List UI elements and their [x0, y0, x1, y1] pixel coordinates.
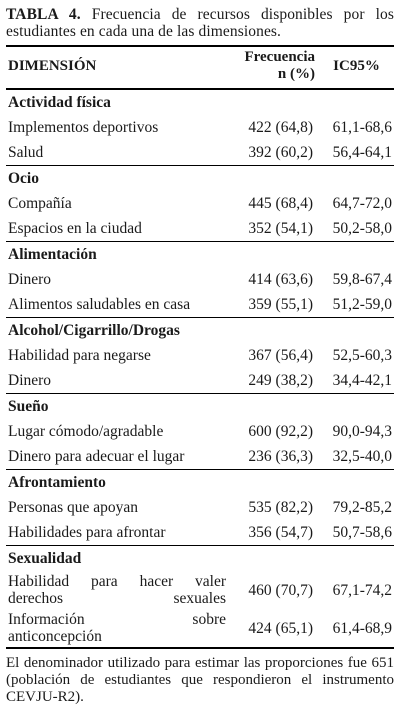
table-footnote: El denominador utilizado para estimar la…	[6, 655, 394, 705]
row-label: Información sobre anticoncepción	[6, 609, 226, 649]
row-ci: 59,8-67,4	[332, 271, 392, 288]
section-title: Sueño	[6, 393, 394, 419]
row-frequency: 359 (55,1)	[248, 296, 313, 313]
row-label: Dinero para adecuar el lugar	[8, 448, 185, 465]
table-row: Dinero 414 (63,6) 59,8-67,4	[6, 267, 394, 292]
row-label-line1: Información sobre	[8, 611, 226, 628]
section-row: Alimentación	[6, 241, 394, 267]
row-label: Salud	[8, 144, 44, 161]
caption-text: Frecuencia de recursos disponibles por l…	[6, 6, 394, 40]
section-row: Alcohol/Cigarrillo/Drogas	[6, 317, 394, 343]
row-ci: 32,5-40,0	[332, 448, 392, 465]
row-ci: 67,1-74,2	[332, 581, 392, 599]
row-frequency: 236 (36,3)	[248, 448, 313, 465]
row-frequency: 352 (54,1)	[248, 220, 313, 237]
row-ci: 51,2-59,0	[332, 296, 392, 313]
table-row: Alimentos saludables en casa 359 (55,1) …	[6, 292, 394, 318]
row-label: Alimentos saludables en casa	[8, 296, 191, 313]
header-row: DIMENSIÓN Frecuencia n (%) IC95%	[6, 45, 394, 90]
table-row: Salud 392 (60,2) 56,4-64,1	[6, 140, 394, 166]
section-title: Alcohol/Cigarrillo/Drogas	[6, 317, 394, 343]
row-label: Implementos deportivos	[8, 119, 159, 136]
section-row: Afrontamiento	[6, 469, 394, 495]
row-label-line1: Habilidad para hacer valer	[8, 573, 226, 590]
row-frequency: 422 (64,8)	[248, 119, 313, 136]
row-frequency: 460 (70,7)	[248, 581, 313, 599]
table-row: Dinero para adecuar el lugar 236 (36,3) …	[6, 444, 394, 470]
header-frequency-line1: Frecuencia	[244, 49, 315, 65]
row-label: Habilidad para negarse	[8, 347, 151, 364]
row-frequency: 424 (65,1)	[226, 609, 319, 649]
row-label-line2: anticoncepción	[8, 628, 102, 645]
section-row: Ocio	[6, 165, 394, 191]
section-title: Afrontamiento	[6, 469, 394, 495]
row-frequency: 445 (68,4)	[248, 195, 313, 212]
caption-label: TABLA 4.	[6, 6, 81, 23]
row-frequency: 414 (63,6)	[248, 271, 313, 288]
section-title: Alimentación	[6, 241, 394, 267]
section-row: Actividad física	[6, 89, 394, 115]
section-row: Sueño	[6, 393, 394, 419]
table-row: Personas que apoyan 535 (82,2) 79,2-85,2	[6, 495, 394, 520]
resources-table: DIMENSIÓN Frecuencia n (%) IC95% Activid…	[6, 45, 394, 649]
row-label: Personas que apoyan	[8, 499, 138, 516]
row-ci: 52,5-60,3	[332, 347, 392, 364]
row-ci: 50,2-58,0	[332, 220, 392, 237]
row-ci: 90,0-94,3	[332, 423, 392, 440]
row-ci: 50,7-58,6	[332, 524, 392, 541]
row-ci: 61,4-68,9	[319, 609, 394, 649]
row-ci: 61,1-68,6	[332, 119, 392, 136]
table-row: Compañía 445 (68,4) 64,7-72,0	[6, 191, 394, 216]
row-frequency: 367 (56,4)	[248, 347, 313, 364]
section-title: Ocio	[6, 165, 394, 191]
header-frequency: Frecuencia n (%)	[226, 45, 319, 90]
row-label: Habilidad para hacer valer derechos sexu…	[6, 571, 226, 609]
section-title: Actividad física	[8, 94, 111, 111]
row-label: Habilidades para afrontar	[8, 524, 166, 541]
table-row: Habilidades para afrontar 356 (54,7) 50,…	[6, 520, 394, 546]
row-label: Dinero	[8, 372, 52, 389]
table-row: Dinero 249 (38,2) 34,4-42,1	[6, 368, 394, 394]
table-caption: TABLA 4. Frecuencia de recursos disponib…	[6, 6, 394, 40]
row-frequency: 249 (38,2)	[248, 372, 313, 389]
header-ci: IC95%	[319, 45, 394, 90]
table-row: Habilidad para negarse 367 (56,4) 52,5-6…	[6, 343, 394, 368]
header-frequency-line2: n (%)	[277, 66, 315, 82]
row-ci: 56,4-64,1	[332, 144, 392, 161]
table-row: Información sobre anticoncepción 424 (65…	[6, 609, 394, 649]
row-label: Compañía	[8, 195, 72, 212]
table-row: Lugar cómodo/agradable 600 (92,2) 90,0-9…	[6, 419, 394, 444]
row-label: Dinero	[8, 271, 52, 288]
row-frequency: 600 (92,2)	[248, 423, 313, 440]
header-dimension: DIMENSIÓN	[6, 45, 226, 90]
row-frequency: 535 (82,2)	[248, 499, 313, 516]
row-label-line2: derechos sexuales	[8, 590, 226, 607]
table-row: Espacios en la ciudad 352 (54,1) 50,2-58…	[6, 216, 394, 242]
section-title: Sexualidad	[6, 545, 394, 571]
table-row: Implementos deportivos 422 (64,8) 61,1-6…	[6, 115, 394, 140]
row-frequency: 392 (60,2)	[248, 144, 313, 161]
row-label: Espacios en la ciudad	[8, 220, 142, 237]
row-label: Lugar cómodo/agradable	[8, 423, 164, 440]
section-row: Sexualidad	[6, 545, 394, 571]
row-ci: 34,4-42,1	[332, 372, 392, 389]
row-frequency: 356 (54,7)	[248, 524, 313, 541]
row-ci: 79,2-85,2	[332, 499, 392, 516]
table-row: Habilidad para hacer valer derechos sexu…	[6, 571, 394, 609]
row-ci: 64,7-72,0	[332, 195, 392, 212]
